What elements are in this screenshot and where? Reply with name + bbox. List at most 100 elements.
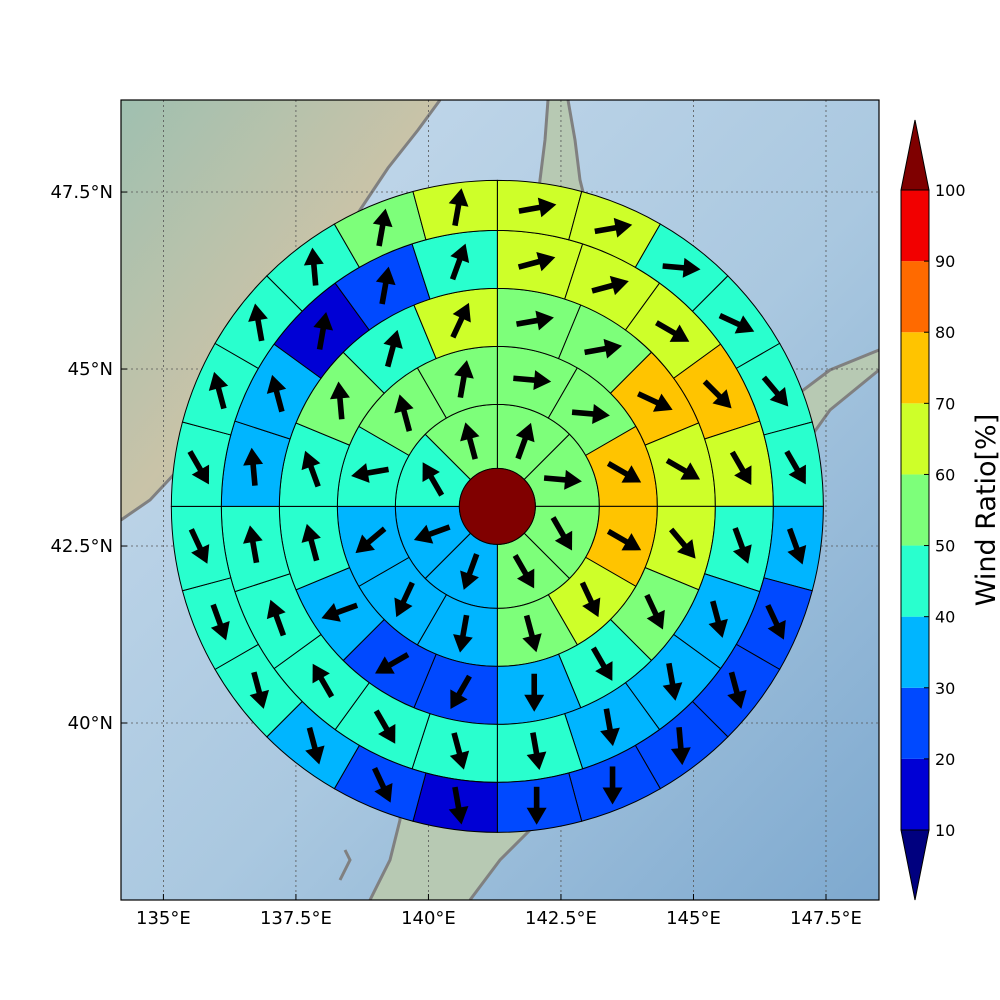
wind-arrow xyxy=(786,527,807,565)
wind-arrow xyxy=(448,188,469,227)
colorbar-over-extension xyxy=(900,119,930,191)
lat-tick-label: 45°N xyxy=(68,359,113,380)
wind-arrow xyxy=(594,217,633,238)
wind-arrow xyxy=(210,603,230,641)
longitude-tick-labels: 135°E 137.5°E 140°E 142.5°E 145°E 147.5°E xyxy=(136,908,862,929)
wind-arrow xyxy=(526,732,547,771)
colorbar-tick-label: 70 xyxy=(935,394,955,413)
wind-arrow xyxy=(524,673,545,712)
wind-arrow xyxy=(662,257,701,278)
wind-arrow xyxy=(301,523,321,562)
wind-arrow xyxy=(305,727,325,765)
colorbar-under-extension xyxy=(900,829,930,901)
colorbar-outline xyxy=(900,189,930,831)
wind-arrow xyxy=(321,602,359,622)
wind-arrow xyxy=(644,593,665,630)
colorbar-segment xyxy=(901,474,929,546)
wind-arrow xyxy=(373,709,396,744)
colorbar-segment xyxy=(901,545,929,617)
wind-arrow xyxy=(188,528,210,564)
colorbar: 10 20 30 40 50 60 70 80 90 100 xyxy=(900,119,966,901)
wind-arrow xyxy=(266,599,287,637)
wind-arrow xyxy=(584,338,623,359)
wind-arrow xyxy=(602,766,623,805)
wind-arrow xyxy=(727,671,747,709)
wind-arrow xyxy=(266,374,287,413)
map-panel xyxy=(121,100,879,900)
lon-tick-label: 145°E xyxy=(666,908,721,929)
wind-arrow xyxy=(422,462,445,497)
wind-arrow xyxy=(243,447,264,486)
lon-tick-label: 137.5°E xyxy=(260,908,332,929)
wind-arrow xyxy=(571,404,610,424)
wind-arrow xyxy=(718,312,755,334)
lon-tick-label: 135°E xyxy=(136,908,191,929)
wind-arrow xyxy=(460,422,480,460)
wind-arrow xyxy=(375,652,410,674)
wind-arrow xyxy=(732,527,752,564)
wind-arrow xyxy=(526,786,547,825)
lon-tick-label: 142.5°E xyxy=(525,908,597,929)
wind-arrow xyxy=(449,732,470,770)
colorbar-tick-label: 30 xyxy=(935,679,955,698)
wind-arrow xyxy=(600,708,620,747)
colorbar-segment xyxy=(901,687,929,759)
colorbar-tick-label: 60 xyxy=(935,465,955,484)
colorbar-tick-label: 80 xyxy=(935,323,955,342)
wind-arrow xyxy=(375,266,396,305)
wind-arrow xyxy=(450,674,472,710)
wind-arrow xyxy=(517,251,556,272)
wind-arrow xyxy=(516,310,554,331)
wind-arrow xyxy=(394,581,415,618)
lat-tick-label: 42.5°N xyxy=(50,536,113,557)
wind-arrow xyxy=(312,663,335,699)
lon-tick-label: 147.5°E xyxy=(790,908,862,929)
wind-arrow xyxy=(303,247,324,286)
wind-arrow xyxy=(513,370,552,391)
colorbar-tick-label: 10 xyxy=(935,821,955,840)
wind-arrow xyxy=(449,243,470,281)
wind-arrow xyxy=(355,526,387,554)
lon-tick-label: 140°E xyxy=(401,908,456,929)
wind-direction-arrows xyxy=(187,188,807,825)
colorbar-segment xyxy=(901,616,929,688)
wind-arrow xyxy=(187,450,210,485)
wind-arrow xyxy=(454,360,474,399)
colorbar-label: Wind Ratio[%] xyxy=(971,414,1000,606)
wind-arrow xyxy=(662,662,683,701)
colorbar-segment xyxy=(901,403,929,475)
wind-arrow xyxy=(394,394,414,432)
wind-arrow xyxy=(512,554,535,589)
colorbar-tick-label: 100 xyxy=(935,181,966,200)
wind-arrow xyxy=(550,516,573,551)
wind-arrow xyxy=(460,553,480,590)
colorbar-segment xyxy=(901,190,929,262)
colorbar-segment xyxy=(901,758,929,830)
lat-tick-label: 40°N xyxy=(68,713,113,734)
wind-arrow xyxy=(729,450,752,486)
wind-arrow xyxy=(606,528,642,551)
wind-arrow xyxy=(784,450,806,485)
wind-arrow xyxy=(383,329,403,368)
wind-arrow xyxy=(372,766,393,803)
axis-ticks xyxy=(121,191,827,900)
sector xyxy=(496,772,583,833)
wind-arrow xyxy=(243,525,263,564)
wind-arrow xyxy=(669,527,696,559)
wind-arrow xyxy=(637,391,673,412)
wind-arrow xyxy=(372,208,393,247)
wind-arrow xyxy=(765,604,786,640)
wind-arrow xyxy=(208,371,229,410)
wind-arrow xyxy=(515,422,535,460)
wind-arrow xyxy=(522,614,542,653)
lat-tick-label: 47.5°N xyxy=(50,182,113,203)
colorbar-tick-label: 20 xyxy=(935,750,955,769)
colorbar-segment xyxy=(901,261,929,333)
wind-arrow xyxy=(702,379,732,409)
wind-arrow xyxy=(413,524,451,544)
colorbar-tick-label: 40 xyxy=(935,608,955,627)
wind-arrow xyxy=(448,786,469,825)
wind-arrow xyxy=(670,726,691,766)
wind-arrow xyxy=(329,381,350,420)
